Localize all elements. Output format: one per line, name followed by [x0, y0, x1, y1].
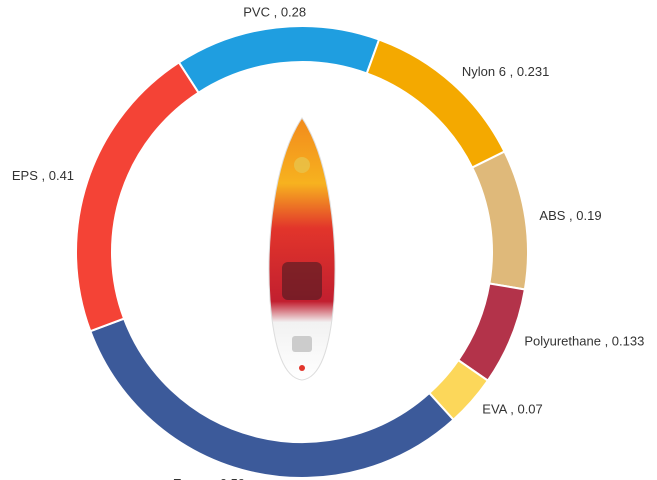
slice-name: PVC	[243, 5, 270, 20]
slice-name: Polyurethane	[524, 334, 601, 349]
donut-segment	[367, 40, 505, 168]
slice-name: Epoxy	[173, 477, 210, 480]
label-separator: ,	[270, 5, 281, 20]
label-separator: ,	[38, 168, 49, 183]
label-separator: ,	[565, 208, 576, 223]
slice-value: 0.19	[576, 208, 601, 223]
slice-label: EVA , 0.07	[482, 402, 543, 417]
slice-label: ABS , 0.19	[539, 208, 601, 223]
donut-segment	[76, 62, 199, 331]
slice-name: EPS	[12, 168, 38, 183]
donut-segment	[179, 26, 379, 93]
slice-value: 0.59	[220, 477, 245, 480]
slice-value: 0.133	[612, 334, 645, 349]
chart: PVC , 0.28 Nylon 6 , 0.231 ABS , 0.19 Polyu…	[0, 0, 657, 480]
donut-segment	[472, 152, 528, 290]
slice-label: Polyurethane , 0.133	[524, 334, 644, 349]
donut-segment	[90, 319, 453, 478]
slice-label: PVC , 0.28	[243, 5, 306, 20]
slice-label: Nylon 6 , 0.231	[462, 64, 549, 79]
slice-name: EVA	[482, 402, 507, 417]
label-separator: ,	[506, 64, 517, 79]
slice-name: ABS	[539, 208, 565, 223]
label-separator: ,	[507, 402, 518, 417]
label-separator: ,	[209, 477, 220, 480]
slice-value: 0.231	[517, 64, 550, 79]
slice-label: EPS , 0.41	[12, 168, 74, 183]
slice-label: Epoxy , 0.59	[173, 477, 245, 480]
board-illustration	[269, 118, 335, 380]
slice-value: 0.28	[281, 5, 306, 20]
slice-value: 0.41	[49, 168, 74, 183]
slice-value: 0.07	[517, 402, 542, 417]
label-separator: ,	[601, 334, 612, 349]
slice-name: Nylon 6	[462, 64, 506, 79]
